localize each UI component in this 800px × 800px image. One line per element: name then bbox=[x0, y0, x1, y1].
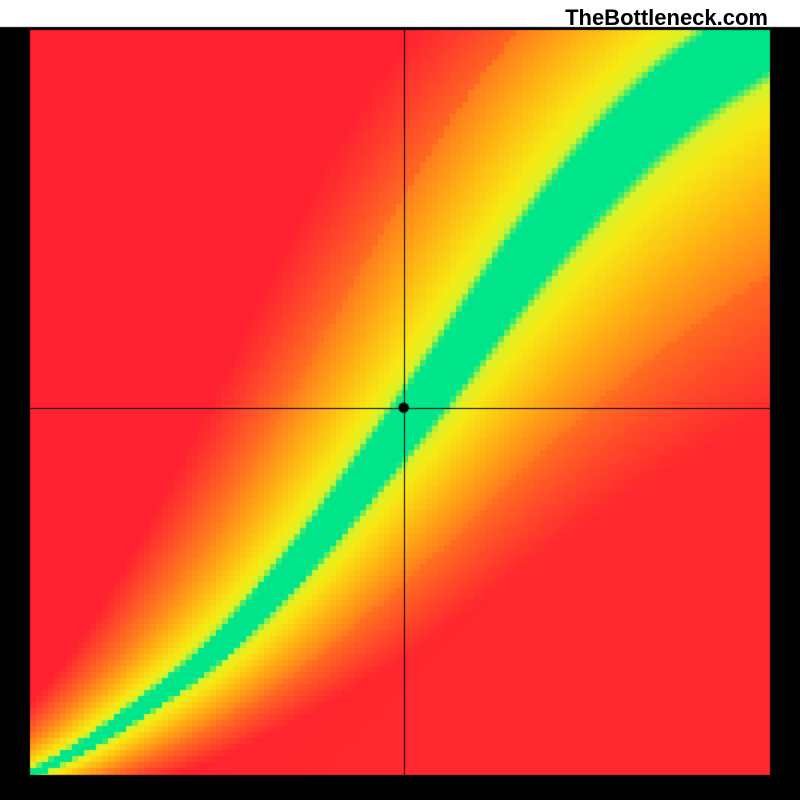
chart-container: TheBottleneck.com bbox=[0, 0, 800, 800]
watermark-text: TheBottleneck.com bbox=[565, 5, 768, 31]
bottleneck-heatmap bbox=[0, 0, 800, 800]
